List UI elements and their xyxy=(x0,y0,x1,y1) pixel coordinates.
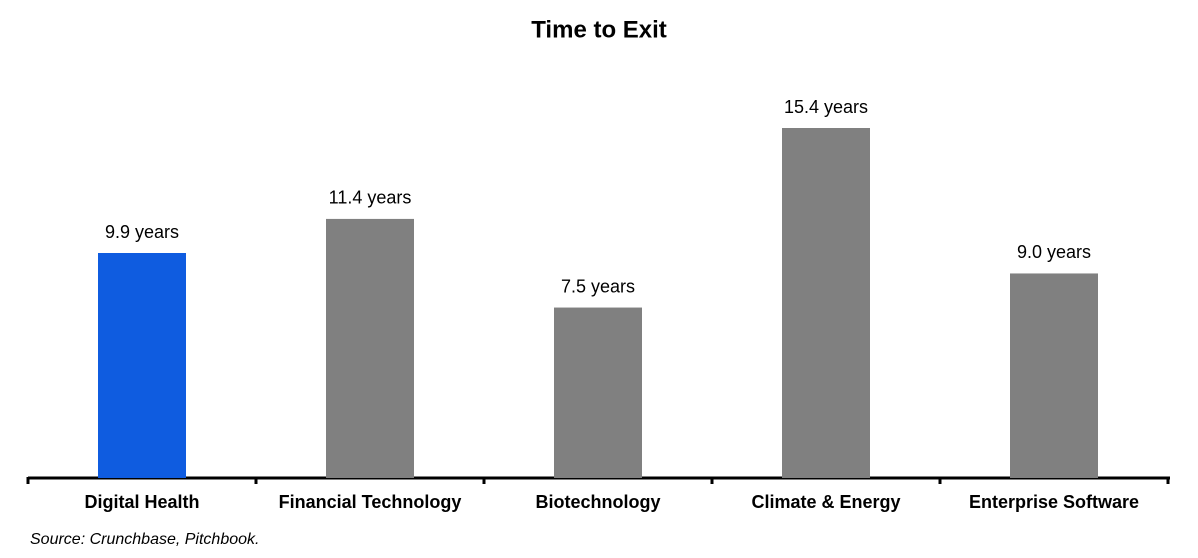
value-label: 15.4 years xyxy=(784,97,868,117)
bar xyxy=(782,128,870,478)
source-note: Source: Crunchbase, Pitchbook. xyxy=(30,531,259,548)
value-label: 9.0 years xyxy=(1017,242,1091,262)
bar xyxy=(326,218,414,478)
value-label: 7.5 years xyxy=(561,276,635,296)
x-tick-label: Financial Technology xyxy=(279,492,462,512)
x-tick-label: Biotechnology xyxy=(536,492,661,512)
chart-title: Time to Exit xyxy=(531,16,667,43)
value-label: 9.9 years xyxy=(105,222,179,242)
x-tick-label: Enterprise Software xyxy=(969,492,1139,512)
bar xyxy=(98,253,186,478)
x-tick-label: Digital Health xyxy=(84,492,199,512)
bar xyxy=(554,307,642,478)
value-label: 11.4 years xyxy=(329,188,412,208)
bar xyxy=(1010,273,1098,478)
x-tick-label: Climate & Energy xyxy=(751,492,900,512)
